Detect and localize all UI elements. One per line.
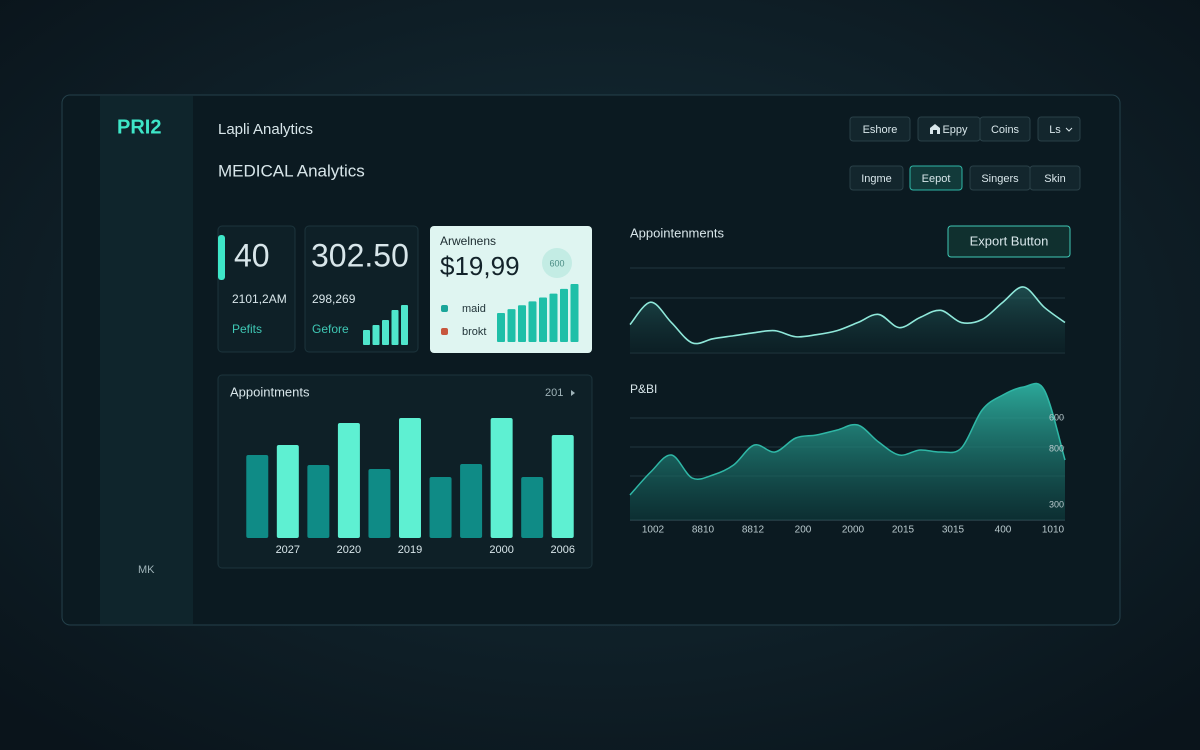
x-label: 2015 bbox=[892, 525, 915, 536]
card-detail: 2101,2AM bbox=[232, 292, 287, 306]
subtitle: Lapli Analytics bbox=[218, 121, 313, 138]
bar bbox=[429, 477, 452, 538]
card-value: 40 bbox=[234, 237, 270, 273]
card-value: $19,99 bbox=[440, 251, 520, 281]
toolbar-button-text[interactable]: Skin bbox=[1044, 173, 1065, 185]
toolbar-button[interactable] bbox=[979, 116, 1031, 142]
x-label: 400 bbox=[995, 525, 1012, 536]
card-detail: 298,269 bbox=[312, 292, 356, 306]
badge bbox=[542, 248, 572, 278]
toolbar-button-text[interactable]: Eepot bbox=[922, 173, 951, 185]
bar bbox=[490, 418, 513, 538]
toolbar-button[interactable] bbox=[909, 165, 963, 191]
mini-bar bbox=[507, 309, 516, 342]
card-value: 302.50 bbox=[311, 237, 409, 273]
mini-bar bbox=[528, 301, 537, 342]
mini-bar bbox=[382, 320, 389, 345]
x-tick-label: 2006 bbox=[550, 544, 574, 556]
bar bbox=[246, 455, 269, 538]
toolbar-button[interactable] bbox=[849, 165, 904, 191]
bar bbox=[276, 445, 299, 538]
toolbar-button-text[interactable]: Eppy bbox=[942, 124, 968, 136]
home-icon bbox=[930, 124, 940, 134]
y-label: 300 bbox=[1049, 499, 1064, 509]
toolbar-button[interactable] bbox=[1029, 165, 1081, 191]
toolbar-button[interactable] bbox=[849, 116, 911, 142]
sidebar-footer: MK bbox=[138, 564, 155, 576]
bar bbox=[307, 465, 330, 538]
card bbox=[304, 225, 419, 353]
x-label: 1002 bbox=[642, 525, 665, 536]
mini-bar bbox=[539, 297, 547, 342]
toolbar-button-text[interactable]: Singers bbox=[981, 173, 1019, 185]
bar bbox=[460, 464, 483, 538]
mini-bar bbox=[560, 288, 568, 342]
mini-bar bbox=[549, 293, 558, 342]
mini-bar bbox=[363, 330, 370, 345]
x-label: 8810 bbox=[692, 525, 715, 536]
bar bbox=[399, 418, 421, 538]
x-tick-label: 2000 bbox=[489, 544, 513, 556]
x-label: 1010 bbox=[1042, 525, 1065, 536]
mini-bar bbox=[518, 305, 526, 342]
area bbox=[630, 383, 1065, 520]
x-tick-label: 2020 bbox=[337, 544, 361, 556]
area-title: P&BI bbox=[630, 382, 657, 396]
toolbar-button[interactable] bbox=[1037, 116, 1081, 142]
toolbar-button-text[interactable]: Eshore bbox=[863, 124, 898, 136]
export-button-text[interactable]: Export Button bbox=[970, 233, 1049, 248]
card-accent bbox=[218, 235, 225, 280]
bar bbox=[521, 477, 544, 538]
card-label: Pefits bbox=[232, 322, 262, 336]
mini-bar bbox=[497, 313, 505, 342]
card bbox=[217, 225, 296, 353]
legend-swatch bbox=[441, 328, 448, 335]
x-tick-label: 2019 bbox=[398, 544, 422, 556]
title: MEDICAL Analytics bbox=[218, 161, 365, 180]
toolbar-button-text[interactable]: Ls bbox=[1049, 124, 1061, 136]
line-title: Appointenments bbox=[630, 225, 724, 240]
mini-bar bbox=[401, 305, 408, 345]
toolbar-button-text[interactable]: Coins bbox=[991, 124, 1020, 136]
bar bbox=[337, 423, 360, 538]
caret bbox=[571, 390, 575, 396]
line bbox=[629, 286, 1066, 345]
caret bbox=[1065, 127, 1073, 132]
y-label: 600 bbox=[1049, 412, 1064, 422]
line-fill bbox=[630, 286, 1065, 353]
period[interactable]: 201 bbox=[545, 387, 563, 399]
x-label: 2000 bbox=[842, 525, 865, 536]
toolbar-button-text[interactable]: Ingme bbox=[861, 173, 892, 185]
bar-title: Appointments bbox=[230, 384, 310, 399]
card-title: Arwelnens bbox=[440, 234, 496, 248]
y-label: 800 bbox=[1049, 443, 1064, 453]
legend-item: brokt bbox=[462, 326, 486, 338]
sidebar bbox=[100, 96, 193, 624]
legend-swatch bbox=[441, 305, 448, 312]
x-label: 200 bbox=[795, 525, 812, 536]
mini-bar bbox=[372, 325, 380, 345]
legend-item: maid bbox=[462, 303, 486, 315]
x-label: 3015 bbox=[942, 525, 965, 536]
badge-text: 600 bbox=[549, 258, 564, 268]
mini-bar bbox=[570, 284, 579, 342]
bar bbox=[551, 435, 574, 538]
card-label: Gefore bbox=[312, 322, 349, 336]
bar bbox=[368, 469, 391, 538]
export-button[interactable] bbox=[947, 225, 1071, 258]
area-line bbox=[629, 382, 1066, 496]
mini-bar bbox=[391, 310, 399, 345]
logo: PRI2 bbox=[117, 116, 161, 138]
x-tick-label: 2027 bbox=[276, 544, 300, 556]
x-label: 8812 bbox=[742, 525, 765, 536]
